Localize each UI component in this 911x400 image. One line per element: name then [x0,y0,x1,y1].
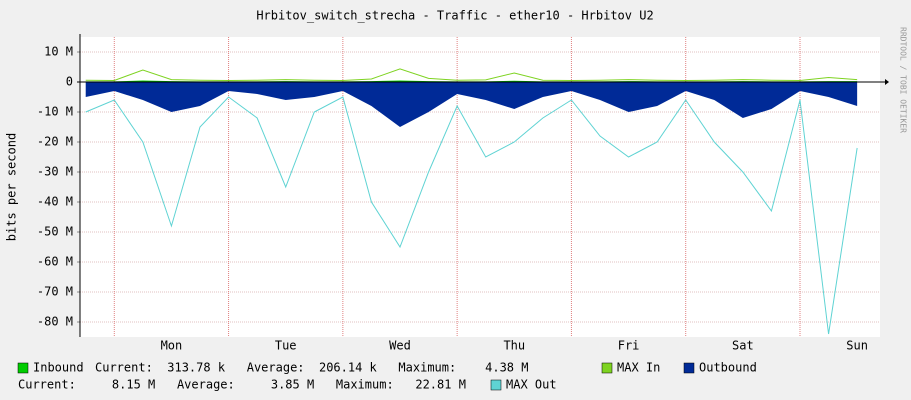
y-tick-label: -70 M [37,285,73,299]
y-tick-label: -30 M [37,165,73,179]
watermark: RRDTOOL / TOBI OETIKER [899,27,908,133]
x-tick-label: Wed [389,339,411,353]
legend-stats: Current: 8.15 M Average: 3.85 M Maximum:… [18,378,466,392]
line [85,68,858,82]
axes: 10 M 0 -10 M -20 M -30 M -40 M -50 M -60 M -70 M… [37,34,889,353]
y-axis-label: bits per second [5,133,19,241]
legend-label: Inbound [33,361,84,375]
x-tick-label: Tue [275,339,297,353]
y-tick-label: -10 M [37,105,73,119]
line [85,96,858,335]
legend-label: Outbound [699,361,757,375]
y-tick-label: -40 M [37,195,73,209]
chart-title: Hrbitov_switch_strecha - Traffic - ether… [256,9,653,23]
y-tick-label: -20 M [37,135,73,149]
legend-label: MAX Out [506,378,557,392]
y-tick-label: -60 M [37,255,73,269]
y-tick-label: 10 M [44,45,73,59]
legend-swatch [490,379,502,391]
x-tick-label: Sun [846,339,868,353]
x-tick-label: Thu [503,339,525,353]
legend-stats: Current: 313.78 k Average: 206.14 k Maxi… [95,361,528,375]
area [85,82,858,127]
x-tick-label: Sat [732,339,754,353]
legend-swatch [601,362,613,374]
y-tick-label: -80 M [37,315,73,329]
x-tick-label: Fri [618,339,640,353]
legend: Inbound Current: 313.78 k Average: 206.14… [17,361,757,392]
legend-swatch [17,362,29,374]
legend-label: MAX In [617,361,660,375]
legend-swatch [683,362,695,374]
y-tick-label: 0 [66,75,73,89]
y-tick-label: -50 M [37,225,73,239]
axis-arrow [885,79,889,85]
x-tick-label: Mon [161,339,183,353]
